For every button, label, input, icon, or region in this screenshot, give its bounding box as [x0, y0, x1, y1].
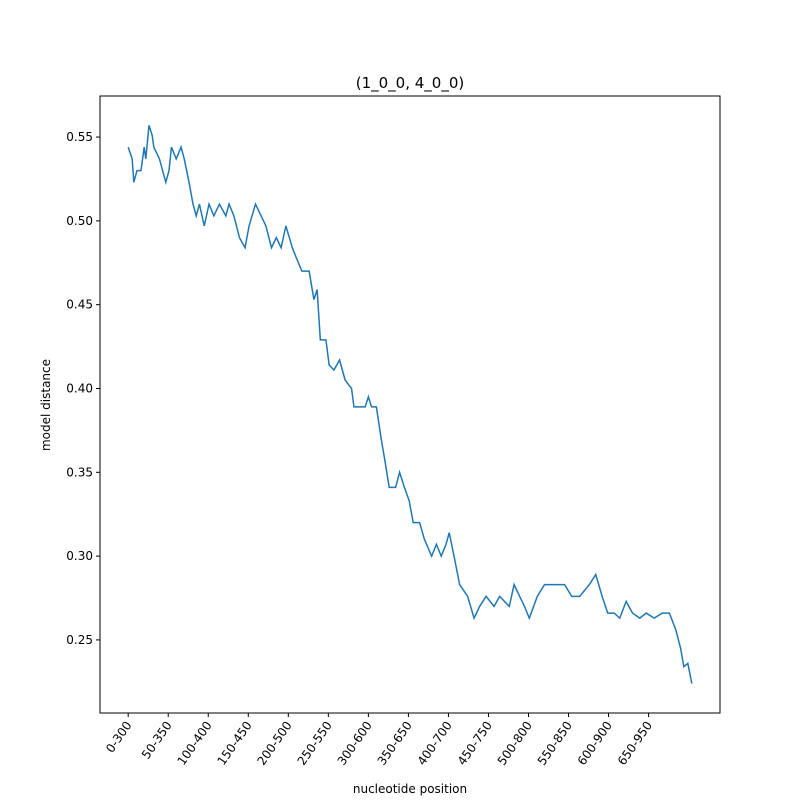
plot-frame	[99, 95, 721, 714]
line-series	[127, 125, 693, 684]
y-tick-label: 0.30	[66, 549, 93, 563]
x-tick-label: 650-950	[615, 719, 655, 768]
y-tick-label: 0.45	[66, 298, 93, 312]
x-axis-label: nucleotide position	[353, 782, 467, 796]
chart-title: (1_0_0, 4_0_0)	[356, 74, 465, 93]
x-tick-label: 300-600	[335, 719, 375, 768]
x-tick-label: 450-750	[455, 719, 495, 768]
y-tick-label: 0.55	[66, 130, 93, 144]
x-tick-label: 400-700	[415, 719, 455, 768]
x-tick-label: 200-500	[255, 719, 295, 768]
x-tick-label: 50-350	[139, 719, 175, 762]
x-tick-label: 250-550	[295, 719, 335, 768]
x-tick-label: 350-650	[375, 719, 415, 768]
x-tick-label: 0-300	[103, 719, 134, 756]
x-tick-label: 550-850	[535, 719, 575, 768]
x-tick-label: 500-800	[495, 719, 535, 768]
x-tick-label: 150-450	[215, 719, 255, 768]
x-tick-label: 600-900	[575, 719, 615, 768]
y-axis-label: model distance	[39, 359, 53, 451]
y-tick-label: 0.35	[66, 465, 93, 479]
y-tick-label: 0.50	[66, 214, 93, 228]
x-tick-label: 100-400	[174, 719, 214, 768]
y-tick-label: 0.40	[66, 381, 93, 395]
y-tick-label: 0.25	[66, 633, 93, 647]
